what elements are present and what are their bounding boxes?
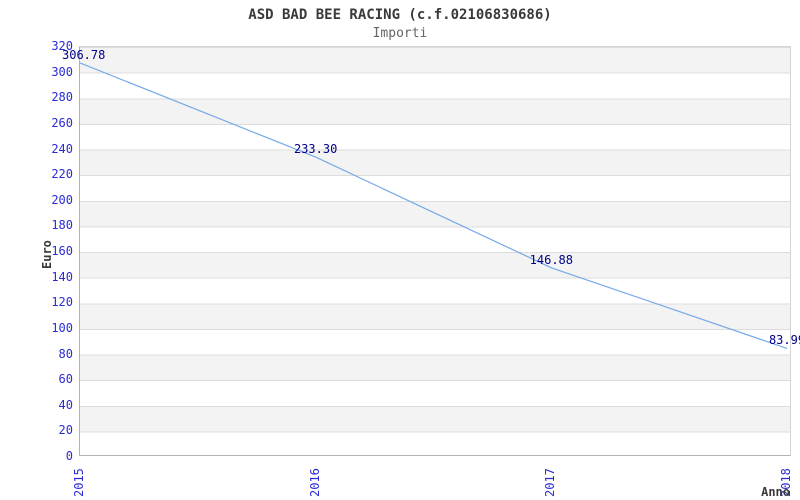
y-tick-label: 280: [51, 90, 73, 105]
y-axis-title: Euro: [40, 240, 54, 269]
y-tick-label: 260: [51, 115, 73, 130]
y-tick-label: 100: [51, 320, 73, 335]
y-tick-label: 40: [58, 397, 73, 412]
x-tick-label: 2015: [72, 468, 86, 497]
chart-subtitle: Importi: [372, 26, 428, 41]
y-tick-label: 0: [65, 449, 73, 463]
y-tick-label: 80: [58, 346, 73, 361]
y-tick-label: 20: [58, 423, 73, 438]
plot-area: [79, 46, 791, 456]
y-tick-label: 60: [58, 372, 73, 387]
data-point-label: 83.99: [768, 333, 800, 348]
data-point-label: 233.30: [293, 142, 338, 157]
x-axis-title: Anno: [761, 485, 790, 499]
data-point-label: 146.88: [529, 252, 574, 267]
y-tick-label: 220: [51, 167, 73, 182]
y-tick-label: 320: [51, 39, 73, 53]
x-tick-label: 2016: [307, 468, 322, 497]
y-tick-label: 240: [51, 141, 73, 156]
y-tick-label: 180: [51, 218, 73, 233]
x-tick-label: 2017: [543, 468, 558, 497]
y-tick-label: 160: [51, 244, 73, 258]
y-tick-label: 300: [51, 64, 73, 79]
y-tick-label: 120: [51, 295, 73, 310]
y-tick-label: 200: [51, 192, 73, 207]
data-point-label: 306.78: [62, 47, 106, 62]
chart-title: ASD BAD BEE RACING (c.f.02106830686): [248, 7, 552, 23]
y-tick-label: 140: [51, 269, 73, 284]
